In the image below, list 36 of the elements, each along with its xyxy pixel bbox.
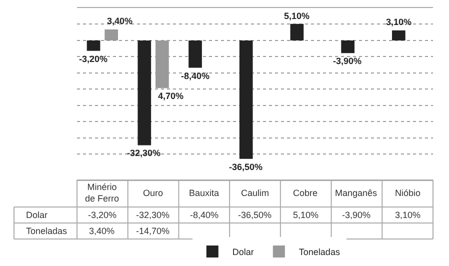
- bar: [239, 40, 253, 159]
- text: Dolar: [26, 210, 48, 220]
- text: Toneladas: [26, 226, 68, 236]
- annotation: -36,50%: [229, 162, 263, 172]
- x-tick-label: Minério de Ferro: [85, 182, 120, 204]
- legend-label: Toneladas: [298, 247, 340, 258]
- bar: [138, 40, 152, 146]
- data-label: 3,10%: [395, 210, 421, 220]
- annotation: 5,10%: [284, 11, 310, 21]
- annotation: -3,20%: [79, 54, 108, 64]
- annotation: 4,70%: [158, 91, 184, 101]
- legend-label: Dolar: [232, 247, 254, 258]
- x-tick-label: Ouro: [143, 188, 164, 198]
- data-label: -3,90%: [342, 210, 371, 220]
- annotation: 3,40%: [107, 16, 133, 26]
- x-tick-label: Cobre: [293, 188, 318, 198]
- annotation: -32,30%: [127, 148, 161, 158]
- bar: [188, 40, 202, 68]
- data-label: -8,40%: [190, 210, 219, 220]
- annotation: 3,10%: [386, 17, 412, 27]
- annotation: -8,40%: [181, 71, 210, 81]
- x-tick-label: Caulim: [241, 188, 270, 198]
- bar: [341, 40, 354, 54]
- x-tick-label: Manganês: [335, 188, 378, 198]
- bar: [392, 30, 406, 40]
- x-tick-label: Bauxita: [189, 188, 220, 198]
- data-label: -3,20%: [88, 210, 117, 220]
- bar: [290, 24, 304, 40]
- data-label: -32,30%: [136, 210, 170, 220]
- data-label: -14,70%: [136, 226, 170, 236]
- bar: [86, 40, 100, 51]
- data-label: 5,10%: [293, 210, 319, 220]
- annotation: -3,90%: [333, 56, 362, 66]
- data-label: 3,40%: [89, 226, 115, 236]
- data-label: -36,50%: [238, 210, 272, 220]
- x-tick-label: Nióbio: [395, 188, 421, 198]
